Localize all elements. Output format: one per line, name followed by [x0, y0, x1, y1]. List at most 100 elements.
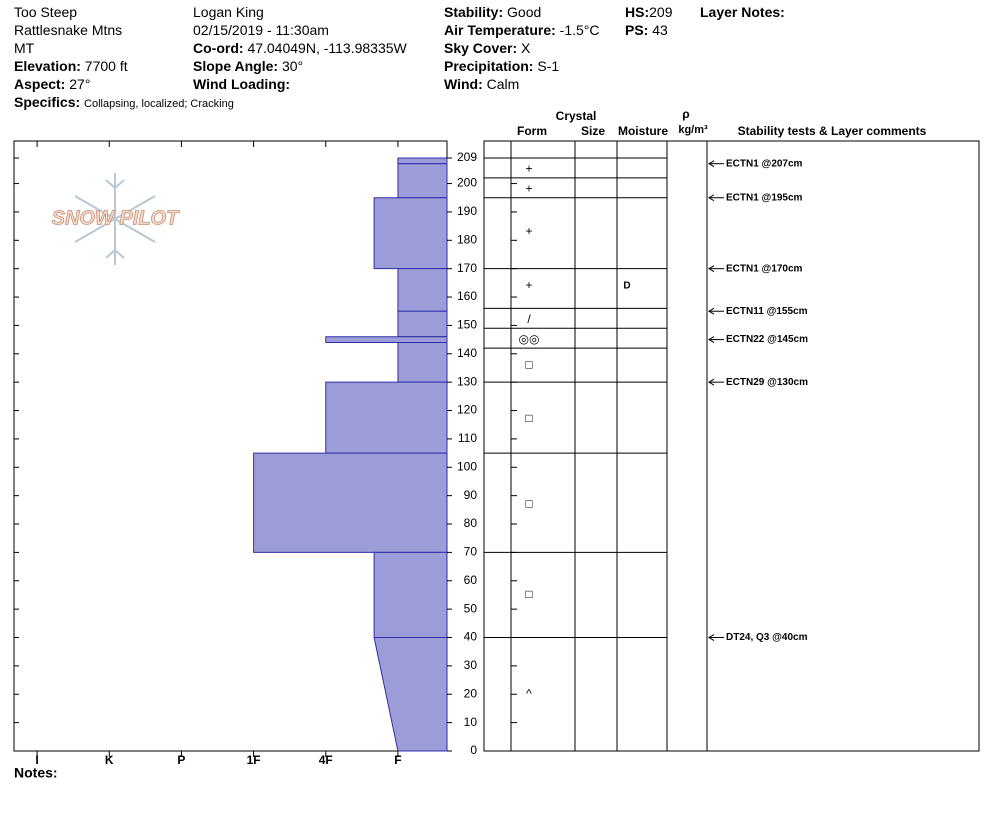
- depth-tick-label: 170: [457, 261, 477, 275]
- grain-form: +: [525, 181, 532, 195]
- grain-form: ^: [526, 686, 532, 700]
- grain-form: +: [525, 278, 532, 292]
- depth-tick-label: 0: [470, 743, 477, 757]
- value: S-1: [537, 58, 560, 74]
- test-arrowhead: [708, 634, 715, 641]
- grain-form: □: [525, 496, 532, 510]
- notes-label: Notes:: [14, 765, 58, 781]
- elevation: Elevation: 7700 ft: [14, 57, 128, 75]
- grain-form: /: [527, 312, 531, 326]
- label: Air Temperature:: [444, 22, 556, 38]
- test-label: ECTN29 @130cm: [726, 377, 808, 388]
- depth-tick-label: 209: [457, 150, 477, 164]
- grain-form: ◎◎: [519, 332, 540, 346]
- value: -1.5°C: [559, 22, 600, 38]
- test-arrowhead: [708, 160, 715, 168]
- depth-tick-label: 80: [464, 516, 478, 530]
- label: Co-ord:: [193, 40, 244, 56]
- label: Sky Cover:: [444, 40, 518, 56]
- depth-tick-label: 150: [457, 318, 477, 332]
- test-arrowhead: [708, 194, 715, 202]
- depth-tick-label: 50: [464, 601, 478, 615]
- label: Aspect:: [14, 76, 66, 92]
- label: Elevation:: [14, 58, 81, 74]
- ps: PS: 43: [625, 21, 668, 39]
- grain-form: +: [525, 224, 532, 238]
- label: Stability:: [444, 4, 504, 20]
- depth-tick-label: 60: [464, 573, 478, 587]
- header-density-unit: kg/m³: [678, 124, 708, 136]
- test-arrowhead: [708, 378, 715, 386]
- label: Specifics:: [14, 94, 81, 110]
- value: 30°: [281, 58, 304, 74]
- hardness-layer: [397, 341, 448, 383]
- label: Wind:: [444, 76, 483, 92]
- depth-tick-label: 10: [464, 715, 478, 729]
- wind: Wind: Calm: [444, 75, 519, 93]
- hardness-layer: [373, 551, 448, 639]
- coord: Co-ord: 47.04049N, -113.98335W: [193, 39, 407, 57]
- precipitation: Precipitation: S-1: [444, 57, 559, 75]
- header-moisture: Moisture: [618, 124, 668, 138]
- logo: [74, 173, 156, 265]
- observer: Logan King: [193, 4, 264, 20]
- depth-tick-label: 70: [464, 545, 478, 559]
- depth-tick-label: 30: [464, 658, 478, 672]
- hardness-tick-label: F: [394, 753, 401, 767]
- grain-form: +: [525, 162, 532, 176]
- header-form: Form: [517, 124, 547, 138]
- test-label: ECTN1 @170cm: [726, 263, 803, 274]
- hardness-layer: [397, 157, 448, 165]
- hardness-layer: [325, 336, 448, 343]
- depth-tick-label: 120: [457, 403, 477, 417]
- slope-angle: Slope Angle: 30°: [193, 57, 303, 75]
- label: PS:: [625, 22, 649, 38]
- grain-form: □: [525, 357, 532, 371]
- location: Too Steep: [14, 4, 78, 20]
- label: Slope Angle:: [193, 58, 279, 74]
- hardness-layer: [373, 197, 448, 270]
- datetime: 02/15/2019 - 11:30am: [193, 22, 329, 38]
- hs: HS:209: [625, 3, 672, 21]
- depth-tick-label: 110: [458, 431, 477, 445]
- sky-cover: Sky Cover: X: [444, 39, 530, 57]
- hardness-tick-label: 4F: [319, 753, 333, 767]
- value: Calm: [486, 76, 520, 92]
- depth-tick-label: 90: [464, 488, 478, 502]
- hardness-tick-label: K: [105, 753, 114, 767]
- test-label: ECTN11 @155cm: [726, 306, 808, 317]
- specifics: Specifics: Collapsing, localized; Cracki…: [14, 93, 234, 113]
- hardness-tick-label: I: [35, 753, 38, 767]
- value: Good: [507, 4, 542, 20]
- test-arrowhead: [708, 307, 715, 315]
- range: Rattlesnake Mtns: [14, 22, 123, 38]
- stability: Stability: Good: [444, 3, 541, 21]
- hardness-layer: [397, 268, 448, 312]
- depth-tick-label: 200: [457, 176, 477, 190]
- wind-loading: Wind Loading:: [193, 75, 290, 93]
- value: 27°: [69, 76, 91, 92]
- value: 7700 ft: [84, 58, 128, 74]
- test-arrowhead: [708, 265, 715, 273]
- header-rho: ρ: [682, 107, 689, 121]
- header-comments: Stability tests & Layer comments: [738, 124, 927, 138]
- depth-tick-label: 160: [457, 289, 477, 303]
- value: 43: [652, 22, 668, 38]
- aspect: Aspect: 27°: [14, 75, 90, 93]
- depth-tick-label: 20: [464, 686, 478, 700]
- label: Precipitation:: [444, 58, 534, 74]
- test-label: ECTN1 @207cm: [726, 158, 803, 169]
- hardness-tick-label: P: [177, 753, 185, 767]
- value: X: [521, 40, 531, 56]
- hardness-layer: [373, 637, 448, 752]
- header-size: Size: [581, 124, 605, 138]
- depth-tick-label: 40: [464, 630, 478, 644]
- stratigraphy-frame: [483, 140, 980, 752]
- state: MT: [14, 40, 35, 56]
- column-lines: [510, 141, 708, 751]
- label: Wind Loading:: [193, 76, 291, 92]
- grain-form: □: [525, 411, 532, 425]
- hardness-layer: [253, 452, 448, 553]
- depth-tick-label: 140: [457, 346, 477, 360]
